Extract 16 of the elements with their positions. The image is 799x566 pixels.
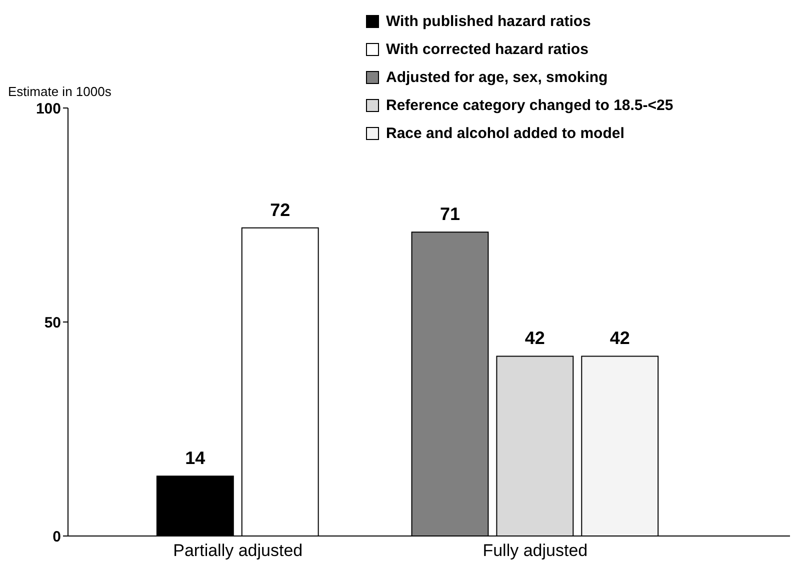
- data-label: 42: [524, 328, 545, 348]
- legend-label: Adjusted for age, sex, smoking: [386, 68, 608, 88]
- data-label: 14: [185, 448, 206, 468]
- x-tick-label: Fully adjusted: [482, 541, 588, 560]
- data-label: 72: [270, 200, 290, 220]
- y-tick-label: 0: [52, 528, 61, 546]
- y-tick-label: 50: [44, 314, 61, 332]
- data-label: 71: [440, 204, 460, 224]
- y-axis-title: Estimate in 1000s: [8, 84, 112, 99]
- data-label: 42: [610, 328, 630, 348]
- x-tick-label: Partially adjusted: [173, 541, 303, 560]
- y-tick-label: 100: [36, 100, 61, 118]
- legend-label: Race and alcohol added to model: [386, 124, 624, 144]
- legend-label: With published hazard ratios: [386, 12, 591, 32]
- legend-label: With corrected hazard ratios: [386, 40, 588, 60]
- legend-label: Reference category changed to 18.5-<25: [386, 96, 674, 116]
